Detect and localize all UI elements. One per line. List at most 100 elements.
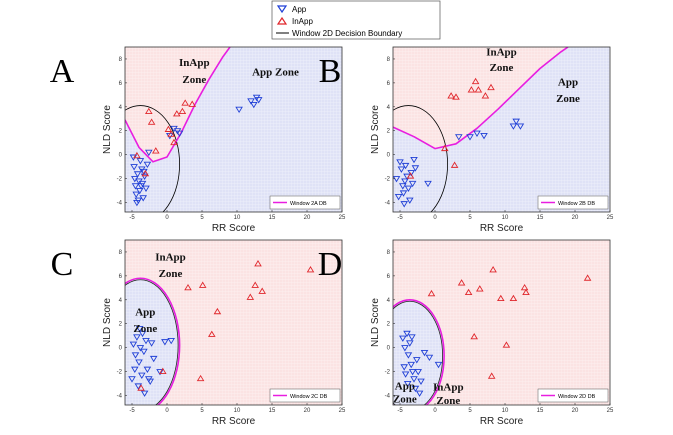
y-axis-label: NLD Score bbox=[102, 298, 113, 347]
inapp-point bbox=[464, 288, 473, 296]
zone-label: Zone bbox=[159, 268, 183, 280]
panel-legend-label: Window 2B DB bbox=[558, 201, 595, 207]
x-tick-label: 25 bbox=[339, 215, 346, 221]
y-tick-label: -2 bbox=[117, 370, 123, 376]
legend-app-label: App bbox=[292, 5, 307, 14]
app-point bbox=[143, 161, 152, 169]
inapp-point bbox=[457, 279, 466, 286]
x-tick-label: 20 bbox=[572, 215, 579, 221]
plot-frame bbox=[124, 46, 343, 213]
app-point bbox=[140, 168, 148, 176]
app-point bbox=[131, 366, 139, 374]
app-point bbox=[254, 97, 263, 104]
x-tick-label: 5 bbox=[468, 408, 472, 414]
panel-legend-box bbox=[537, 388, 609, 403]
plot-frame bbox=[392, 46, 611, 213]
inapp-point bbox=[583, 274, 592, 281]
app-point bbox=[134, 383, 143, 390]
app-point bbox=[408, 180, 417, 188]
grid-texture bbox=[125, 47, 342, 212]
inapp-point bbox=[406, 172, 415, 179]
app-point bbox=[509, 123, 518, 130]
y-tick-label: 4 bbox=[119, 105, 123, 111]
x-tick-label: -5 bbox=[129, 408, 135, 414]
zone-label: Zone bbox=[182, 74, 206, 86]
app-point bbox=[167, 337, 175, 345]
y-tick-label: 0 bbox=[387, 346, 391, 352]
app-point bbox=[401, 178, 409, 185]
x-axis-label: RR Score bbox=[212, 223, 256, 234]
x-tick-label: -5 bbox=[397, 215, 403, 221]
inapp-point bbox=[170, 138, 178, 146]
x-tick-label: 5 bbox=[468, 215, 472, 221]
app-point bbox=[394, 194, 403, 201]
app-point bbox=[425, 354, 434, 362]
panel-c: C InApp Zone App Zone -5 0 5 10 15 20 25 -4 -2 0 2 4 6 8 RR… bbox=[51, 239, 346, 427]
app-point bbox=[410, 156, 418, 164]
panel-legend-box bbox=[269, 388, 341, 403]
inapp-point bbox=[441, 144, 449, 152]
zone-label: InApp bbox=[179, 57, 210, 69]
zone-label: Zone bbox=[393, 394, 417, 406]
y-tick-label: -4 bbox=[385, 200, 391, 206]
y-tick-label: 8 bbox=[387, 250, 391, 256]
x-tick-label: 15 bbox=[537, 215, 544, 221]
app-point bbox=[137, 183, 145, 190]
inapp-point bbox=[487, 83, 495, 91]
app-point bbox=[401, 345, 409, 352]
y-tick-label: -2 bbox=[117, 177, 123, 183]
app-point bbox=[480, 133, 488, 140]
panel-letter: B bbox=[319, 53, 342, 90]
zone-label: Zone bbox=[490, 62, 514, 74]
y-tick-label: -4 bbox=[117, 200, 123, 206]
app-point bbox=[420, 349, 429, 357]
app-point bbox=[404, 352, 413, 359]
grid-texture bbox=[393, 240, 610, 405]
y-tick-label: 4 bbox=[387, 298, 391, 304]
x-tick-label: 25 bbox=[607, 408, 614, 414]
y-tick-label: 2 bbox=[387, 129, 391, 135]
y-tick-label: 4 bbox=[119, 298, 123, 304]
x-axis-label: RR Score bbox=[212, 416, 256, 427]
app-point bbox=[138, 330, 147, 338]
zone-label: App bbox=[395, 380, 415, 392]
y-tick-label: 2 bbox=[119, 129, 123, 135]
y-tick-label: 2 bbox=[119, 322, 123, 328]
app-point bbox=[135, 188, 144, 195]
app-point bbox=[399, 190, 408, 197]
x-tick-label: 20 bbox=[572, 408, 579, 414]
inapp-point bbox=[145, 107, 153, 115]
app-point bbox=[434, 361, 443, 369]
inapp-point bbox=[164, 125, 173, 132]
y-tick-label: 8 bbox=[119, 57, 123, 63]
y-tick-label: 6 bbox=[387, 274, 391, 280]
plot-frame bbox=[124, 239, 343, 406]
app-point bbox=[136, 345, 145, 352]
y-tick-label: -2 bbox=[385, 177, 391, 183]
app-point bbox=[156, 369, 164, 376]
y-tick-label: -4 bbox=[385, 393, 391, 399]
inapp-point bbox=[133, 151, 141, 159]
app-point bbox=[399, 183, 407, 190]
app-point bbox=[417, 378, 425, 385]
x-tick-label: 10 bbox=[234, 408, 241, 414]
plot-area bbox=[393, 240, 610, 405]
y-tick-label: 0 bbox=[387, 153, 391, 159]
x-tick-label: 25 bbox=[339, 408, 346, 414]
app-point bbox=[407, 170, 415, 177]
app-point bbox=[401, 162, 410, 170]
app-point bbox=[415, 390, 424, 397]
inapp-point bbox=[251, 281, 259, 288]
app-point bbox=[235, 106, 243, 114]
panel-a: A InApp Zone App Zone -5 0 5 10 15 20 25 -4 -2 0 2 4 6 8 R… bbox=[50, 46, 346, 234]
y-tick-label: 6 bbox=[387, 81, 391, 87]
x-tick-label: -5 bbox=[129, 215, 135, 221]
panel-letter: C bbox=[51, 246, 74, 283]
figure-legend: App InApp Window 2D Decision Boundary bbox=[271, 0, 441, 40]
inapp-point bbox=[476, 285, 484, 292]
legend-inapp-label: InApp bbox=[292, 17, 313, 26]
inapp-point bbox=[254, 260, 262, 267]
zone-label: App bbox=[135, 306, 155, 318]
